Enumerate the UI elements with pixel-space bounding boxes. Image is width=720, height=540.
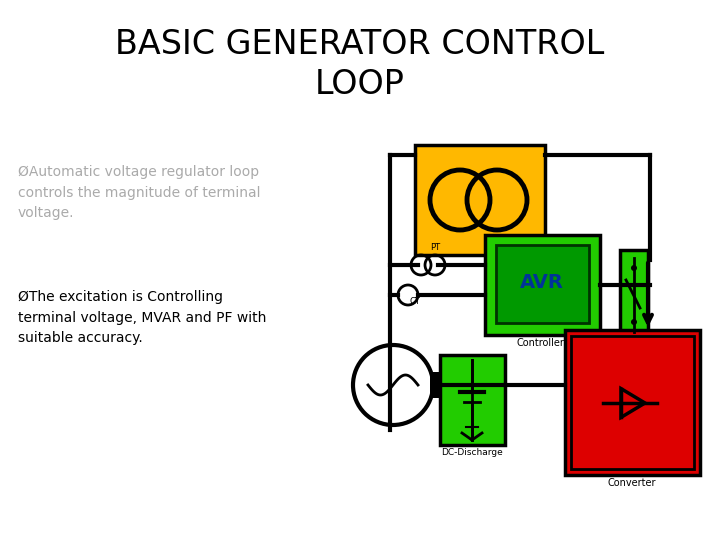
Text: PT: PT xyxy=(430,243,440,252)
Circle shape xyxy=(631,265,637,271)
Bar xyxy=(415,145,545,255)
Text: ØThe excitation is Controlling
terminal voltage, MVAR and PF with
suitable accur: ØThe excitation is Controlling terminal … xyxy=(18,290,266,345)
Bar xyxy=(430,372,442,398)
Bar xyxy=(496,245,589,323)
Text: AVR: AVR xyxy=(520,273,564,293)
Bar xyxy=(485,235,600,335)
Circle shape xyxy=(631,319,637,325)
Text: LOOP: LOOP xyxy=(315,68,405,101)
Bar xyxy=(620,250,648,340)
Text: CT: CT xyxy=(410,297,421,306)
Bar xyxy=(565,330,700,475)
Bar xyxy=(571,336,694,469)
Text: Converter: Converter xyxy=(608,478,656,488)
Bar xyxy=(440,355,505,445)
Text: BASIC GENERATOR CONTROL: BASIC GENERATOR CONTROL xyxy=(115,28,605,61)
Text: Controller: Controller xyxy=(516,338,564,348)
Text: ØAutomatic voltage regulator loop
controls the magnitude of terminal
voltage.: ØAutomatic voltage regulator loop contro… xyxy=(18,165,261,220)
Text: DC-Discharge: DC-Discharge xyxy=(441,448,503,457)
